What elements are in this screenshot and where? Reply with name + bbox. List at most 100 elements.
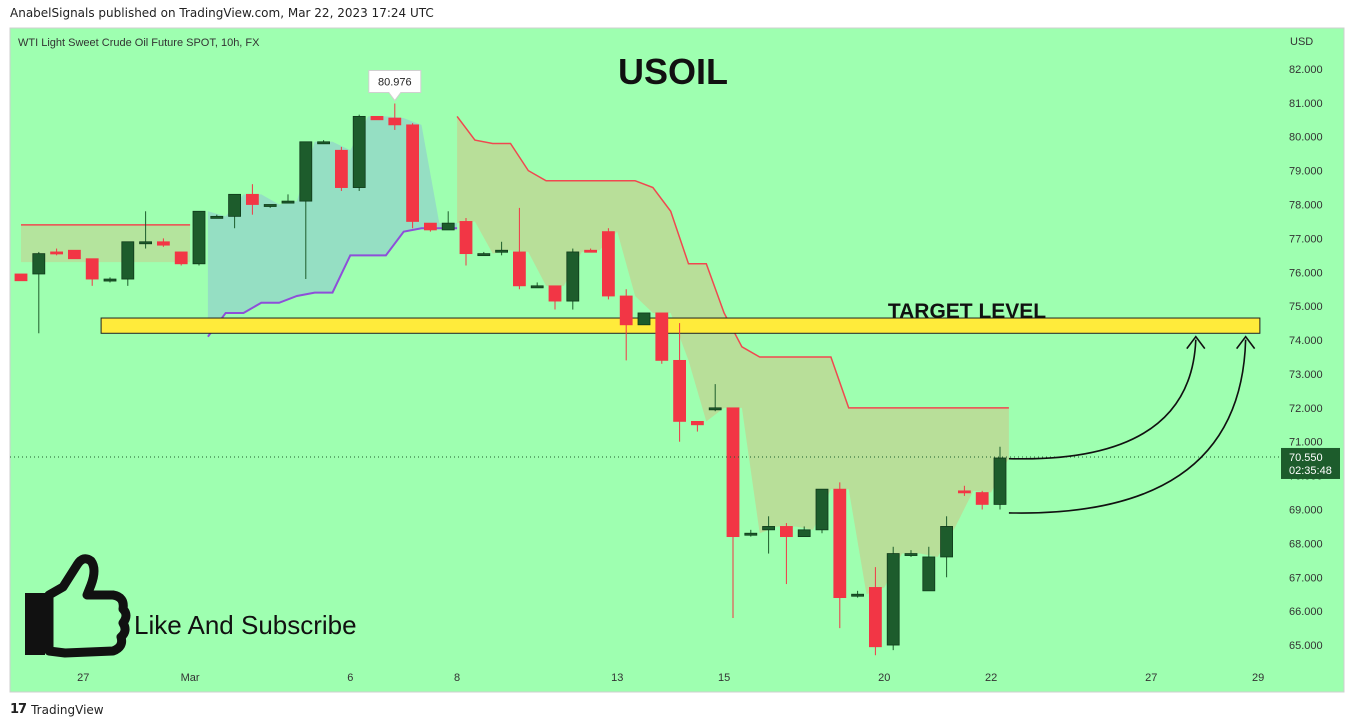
candle: [566, 251, 580, 302]
arrow-curve: [1008, 339, 1197, 460]
candle: [423, 222, 437, 231]
candle: [32, 253, 46, 275]
x-tick-label: 15: [718, 672, 730, 684]
y-tick-label: 82.000: [1289, 64, 1323, 76]
published-header: AnabelSignals published on TradingView.c…: [10, 6, 434, 20]
candle: [192, 210, 206, 265]
candle: [14, 273, 28, 282]
currency-label: USD: [1290, 36, 1313, 48]
support-fill: [207, 116, 458, 337]
y-tick-label: 79.000: [1289, 166, 1323, 178]
candle: [299, 141, 313, 202]
candle: [263, 204, 277, 207]
candle: [388, 117, 402, 126]
candle: [780, 526, 793, 538]
candle: [245, 193, 259, 205]
last-price-value: 70.550: [1289, 452, 1323, 464]
candle: [815, 488, 829, 531]
footer-brand: TradingView: [31, 702, 104, 717]
y-tick-label: 69.000: [1289, 505, 1323, 517]
candle: [334, 149, 348, 188]
candle: [691, 420, 704, 426]
y-tick-label: 75.000: [1289, 301, 1323, 313]
candle: [584, 249, 597, 253]
candle: [797, 529, 811, 538]
y-tick-label: 77.000: [1289, 233, 1323, 245]
candle: [655, 312, 669, 361]
y-tick-label: 71.000: [1289, 437, 1323, 449]
candle: [530, 285, 544, 289]
candle: [975, 492, 989, 505]
chart-border: [9, 27, 1345, 693]
candle: [139, 241, 153, 245]
candle: [833, 488, 847, 599]
candle: [762, 526, 775, 531]
candle: [317, 141, 331, 145]
candle: [851, 593, 864, 597]
candle: [548, 285, 562, 302]
candle: [210, 215, 224, 219]
candle: [886, 553, 900, 646]
candle: [619, 295, 633, 326]
candle: [922, 556, 936, 592]
high-label-box: [368, 70, 422, 102]
candle: [228, 193, 242, 217]
axes: 82.000 81.000 80.000 79.000 78.000 77.000 76.0…: [77, 64, 1340, 684]
target-band: [100, 317, 1261, 334]
y-tick-label: 74.000: [1289, 335, 1323, 347]
x-tick-label: 29: [1252, 672, 1264, 684]
candle: [673, 359, 686, 422]
support-line: [207, 227, 458, 338]
arrow-curve: [1008, 339, 1247, 514]
like-subscribe-text: Like And Subscribe: [134, 610, 357, 640]
y-tick-label: 81.000: [1289, 98, 1323, 110]
footer: 𝟭𝟳 TradingView: [10, 702, 104, 717]
candle: [121, 241, 135, 280]
annotations: 80.976: [10, 70, 1280, 658]
x-tick-label: 8: [454, 672, 460, 684]
resistance-fill: [457, 116, 1009, 595]
target-level-text: TARGET LEVEL: [888, 300, 1046, 323]
candle: [352, 115, 366, 188]
candle: [958, 490, 971, 494]
candle: [370, 115, 384, 121]
symbol-line: WTI Light Sweet Crude Oil Future SPOT, 1…: [18, 37, 260, 49]
y-tick-label: 80.000: [1289, 132, 1323, 144]
candle: [156, 241, 170, 246]
candle: [68, 249, 81, 260]
tradingview-logo-icon: 𝟭𝟳: [10, 702, 27, 717]
candle: [103, 278, 117, 282]
target-band-layer: [100, 317, 1261, 334]
flat-fill: [21, 224, 191, 263]
x-tick-label: 27: [77, 672, 89, 684]
y-tick-label: 65.000: [1289, 640, 1323, 652]
candle: [602, 231, 615, 297]
y-tick-label: 78.000: [1289, 200, 1323, 212]
arrow-head: [1236, 335, 1256, 350]
candle: [281, 200, 295, 204]
y-tick-label: 73.000: [1289, 369, 1323, 381]
candle: [940, 526, 953, 558]
candle: [513, 251, 526, 287]
y-tick-label: 68.000: [1289, 538, 1323, 550]
last-price-badge: [1281, 447, 1340, 479]
chart[interactable]: 80.976 82.000 81.000 80.000 79.000 78.000 77.…: [0, 0, 1354, 700]
candle: [993, 457, 1007, 505]
x-tick-label: Mar: [181, 672, 200, 684]
candle: [459, 221, 473, 255]
candle: [477, 253, 491, 257]
chart-texts: WTI Light Sweet Crude Oil Future SPOT, 1…: [18, 36, 1313, 640]
y-tick-label: 67.000: [1289, 572, 1323, 584]
y-tick-label: 76.000: [1289, 267, 1323, 279]
y-tick-label: 72.000: [1289, 403, 1323, 415]
candle: [85, 258, 99, 280]
candle: [744, 532, 758, 536]
candle: [174, 251, 188, 265]
y-tick-label: 66.000: [1289, 606, 1323, 618]
candle: [495, 249, 509, 253]
last-price-countdown: 02:35:48: [1289, 465, 1332, 477]
candle: [50, 251, 63, 255]
candle: [904, 553, 918, 556]
arrow-head: [1186, 335, 1206, 350]
x-tick-label: 13: [611, 672, 623, 684]
